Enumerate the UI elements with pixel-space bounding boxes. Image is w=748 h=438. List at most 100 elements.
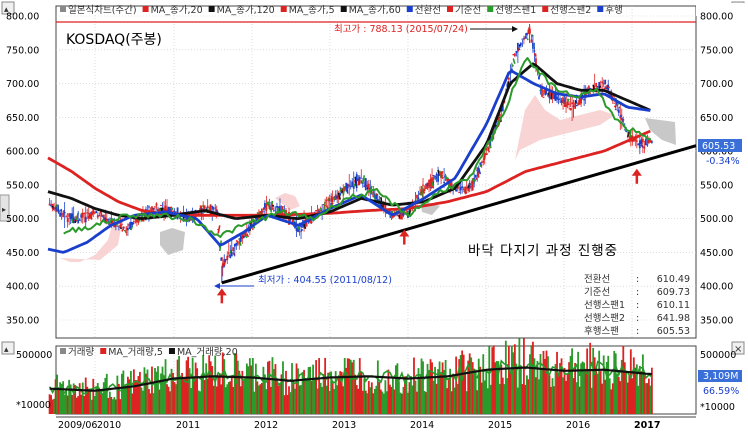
y-tick-label-left: 450.00 — [6, 248, 39, 259]
candle-body — [324, 205, 326, 206]
y-tick-label-left: 350.00 — [6, 316, 39, 327]
low-label-value: : 404.55 (2011/08/12) — [284, 275, 392, 286]
candle-body — [122, 227, 124, 228]
candle-body — [160, 205, 162, 206]
candle-body — [98, 215, 100, 216]
candle-body — [571, 102, 573, 104]
candle-body — [576, 105, 578, 107]
candle-body — [473, 178, 475, 179]
candle-body — [525, 36, 527, 38]
value-panel-name: 선행스팬2 — [584, 312, 625, 324]
candle-body — [58, 210, 60, 213]
candle-body — [214, 208, 216, 209]
candle-body — [220, 258, 222, 261]
candle-body — [418, 198, 420, 199]
candle-body — [520, 43, 522, 45]
candle-body — [299, 231, 301, 232]
candle-body — [204, 205, 206, 208]
candle-body — [121, 224, 123, 225]
candle-body — [508, 78, 510, 80]
ichimoku-values-panel: 전환선:610.49기준선:609.73선행스팬1:610.11선행스팬2:64… — [584, 273, 690, 337]
candle-body — [531, 40, 533, 43]
candle-body — [461, 186, 463, 187]
candle-body — [353, 186, 355, 188]
candle-body — [518, 49, 520, 50]
candle-body — [154, 206, 156, 207]
candle-body — [85, 217, 87, 222]
candle-body — [237, 241, 239, 244]
y-tick-label-left: 600.00 — [6, 147, 39, 158]
current-change: -0.34% — [706, 156, 740, 167]
value-panel-name: 전환선 — [584, 273, 610, 285]
legend-swatch — [209, 6, 215, 12]
candle-body — [359, 177, 361, 180]
candle-body — [79, 219, 81, 220]
legend-swatch — [281, 6, 287, 12]
x-tick-label: 2012 — [254, 420, 278, 431]
x-tick-label: 2010 — [97, 420, 121, 431]
candle-body — [148, 207, 150, 208]
volume-axis-top-right: 500000 — [700, 350, 736, 361]
candle-body — [567, 102, 569, 105]
candle-body — [458, 192, 460, 193]
legend-item: 기준선 — [455, 5, 481, 16]
y-tick-label-right: 650.00 — [700, 113, 733, 124]
x-tick-label: 2015 — [488, 420, 512, 431]
candle-body — [642, 139, 644, 143]
y-tick-label-left: 500.00 — [6, 214, 39, 225]
legend-swatch — [407, 6, 413, 12]
legend-swatch — [60, 348, 66, 354]
candle-body — [615, 109, 617, 110]
candle-body — [643, 146, 645, 148]
candle-body — [332, 203, 334, 204]
candle-body — [600, 87, 602, 88]
value-panel-sep: : — [636, 274, 639, 285]
volume-unit-right: *10000 — [700, 402, 735, 413]
legend-item: MA_거래량,5 — [108, 346, 163, 358]
candle-body — [616, 105, 618, 106]
candle-body — [153, 208, 155, 210]
candle-body — [339, 193, 341, 195]
volume-axis-top-left: 500000 — [16, 350, 52, 361]
chart-title: KOSDAQ(주봉) — [66, 32, 162, 48]
candle-body — [479, 163, 481, 165]
legend-swatch — [542, 6, 548, 12]
candle-body — [64, 212, 66, 214]
x-tick-label: 2011 — [176, 420, 200, 431]
value-panel-sep: : — [636, 326, 639, 337]
candle-body — [589, 88, 591, 89]
y-tick-label-left: 650.00 — [6, 113, 39, 124]
y-tick-label-right: 500.00 — [700, 214, 733, 225]
low-label: 최저가 : 404.55 (2011/08/12) — [258, 275, 392, 286]
y-tick-label-right: 400.00 — [700, 282, 733, 293]
value-panel-value: 605.53 — [657, 326, 690, 337]
value-panel-sep: : — [636, 300, 639, 311]
legend-item: MA_종가,20 — [151, 5, 203, 16]
candle-body — [315, 210, 317, 212]
legend-swatch — [341, 6, 347, 12]
candle-body — [583, 99, 585, 101]
candle-body — [263, 211, 265, 212]
candle-body — [232, 247, 234, 251]
legend-swatch — [100, 348, 106, 354]
y-tick-label-right: 700.00 — [700, 79, 733, 90]
legend-swatch — [447, 6, 453, 12]
value-panel-sep: : — [636, 287, 639, 298]
y-tick-label-right: 550.00 — [700, 180, 733, 191]
legend-swatch — [143, 6, 149, 12]
candle-body — [613, 103, 615, 104]
ma5-segment — [486, 154, 488, 155]
y-tick-label-right: 800.00 — [700, 12, 733, 23]
legend-item: MA_종가,5 — [289, 5, 335, 16]
candle-body — [546, 93, 548, 94]
y-tick-label-left: 550.00 — [6, 180, 39, 191]
y-tick-label-left: 800.00 — [6, 12, 39, 23]
x-tick-label: 2009/06 — [58, 420, 97, 431]
value-panel-value: 609.73 — [657, 287, 690, 298]
candle-body — [475, 175, 477, 178]
candle-body — [442, 177, 444, 178]
value-panel-value: 641.98 — [657, 313, 690, 324]
high-label: 최고가 : 788.13 (2015/07/24) — [334, 24, 468, 35]
ma5-segment — [539, 75, 541, 76]
